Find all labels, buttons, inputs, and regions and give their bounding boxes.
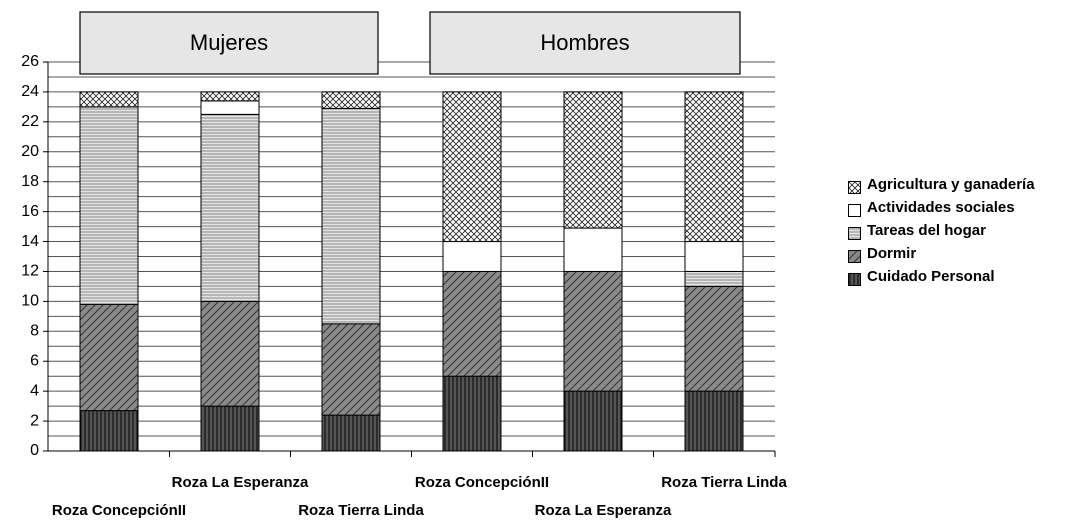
bar-segment [79, 106, 139, 305]
bar-segment [200, 300, 260, 407]
y-tick-label: 24 [21, 83, 39, 100]
y-tick-label: 2 [30, 412, 39, 429]
x-tick-label: Roza Tierra Linda [298, 502, 424, 519]
legend-swatch [848, 204, 861, 217]
y-tick-label: 18 [21, 173, 39, 190]
x-tick-label: Roza Tierra Linda [661, 474, 787, 491]
y-tick-label: 6 [30, 352, 39, 369]
legend-label: Tareas del hogar [867, 222, 986, 239]
bar-segment [684, 270, 744, 287]
bar-segment [200, 91, 260, 102]
bar-segment [684, 390, 744, 452]
bar-segment [684, 91, 744, 243]
bar-segment [79, 303, 139, 412]
legend-item: Dormir [848, 245, 1047, 265]
legend-swatch-fill [849, 182, 860, 193]
y-tick-label: 26 [21, 53, 39, 70]
group-box [79, 11, 379, 75]
legend-label: Cuidado Personal [867, 268, 995, 285]
bar-segment [200, 100, 260, 115]
bar-segment [563, 270, 623, 392]
bar-segment [321, 107, 381, 325]
bar-segment [442, 375, 502, 452]
bar-segment [563, 91, 623, 229]
legend-label: Agricultura y ganadería [867, 176, 1035, 193]
x-tick-label: Roza ConcepciónII [415, 474, 549, 491]
bar-segment [442, 91, 502, 243]
y-tick-label: 12 [21, 263, 39, 280]
group-box [429, 11, 741, 75]
legend-swatch-fill [849, 274, 860, 285]
legend-swatch [848, 227, 861, 240]
y-tick-label: 22 [21, 113, 39, 130]
bar-segment [442, 241, 502, 272]
y-tick-label: 10 [21, 293, 39, 310]
legend-swatch-fill [849, 205, 860, 216]
group-label: Hombres [540, 30, 629, 55]
legend-swatch-fill [849, 251, 860, 262]
y-tick-label: 4 [30, 382, 39, 399]
bar-segment [563, 390, 623, 452]
bar-segment [200, 113, 260, 302]
bar-segment [684, 241, 744, 272]
legend-swatch [848, 250, 861, 263]
bar-segment [79, 410, 139, 452]
legend: Agricultura y ganadería Actividades socia… [848, 176, 1047, 293]
y-tick-label: 20 [21, 143, 39, 160]
legend-item: Agricultura y ganadería [848, 176, 1047, 196]
y-tick-label: 16 [21, 203, 39, 220]
legend-swatch-fill [849, 228, 860, 239]
legend-swatch [848, 181, 861, 194]
legend-item: Actividades sociales [848, 199, 1047, 219]
y-tick-label: 0 [30, 442, 39, 459]
legend-swatch [848, 273, 861, 286]
y-tick-label: 14 [21, 233, 39, 250]
bar-segment [684, 285, 744, 392]
bar-segment [321, 323, 381, 416]
x-tick-label: Roza La Esperanza [535, 502, 672, 519]
legend-item: Cuidado Personal [848, 268, 1047, 288]
bar-segment [200, 405, 260, 452]
bar-segment [321, 91, 381, 109]
bar-segment [442, 270, 502, 377]
bar-segment [79, 91, 139, 108]
legend-label: Dormir [867, 245, 917, 262]
x-tick-label: Roza ConcepciónII [52, 502, 186, 519]
bar-segment [321, 414, 381, 452]
group-label: Mujeres [190, 30, 268, 55]
y-tick-label: 8 [30, 323, 39, 340]
legend-item: Tareas del hogar [848, 222, 1047, 242]
bar-segment [563, 227, 623, 272]
legend-label: Actividades sociales [867, 199, 1015, 216]
x-tick-label: Roza La Esperanza [172, 474, 309, 491]
